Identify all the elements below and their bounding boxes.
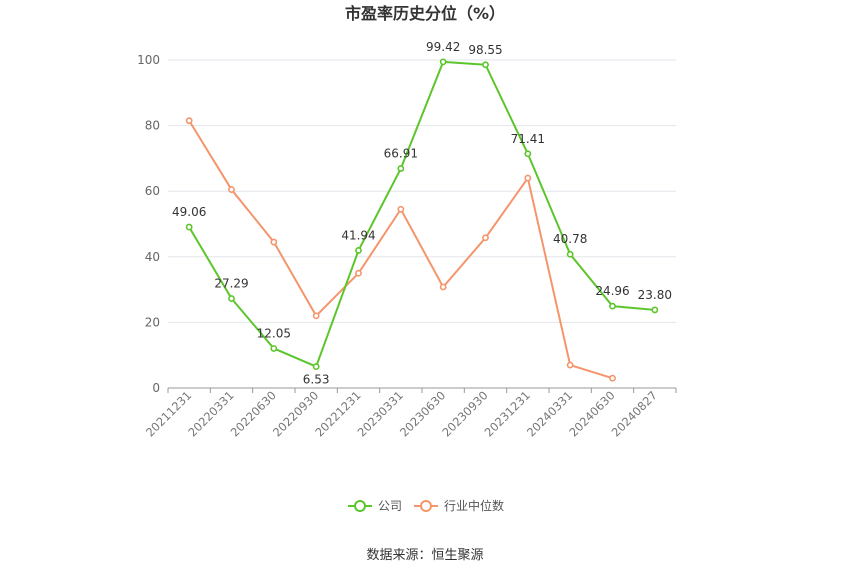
data-point	[566, 250, 574, 258]
y-tick-label: 20	[145, 315, 160, 329]
data-point	[185, 117, 193, 125]
axes: 0204060801002021123120220331202206302022…	[137, 53, 677, 440]
data-label: 24.96	[595, 284, 629, 298]
data-labels: 49.06 27.29 12.05 6.53 41.94 66.91 99.42 98.55 7…	[172, 40, 672, 387]
data-point	[185, 223, 193, 231]
legend-marker-0[interactable]	[354, 500, 366, 512]
data-point	[355, 247, 362, 254]
data-label: 27.29	[214, 276, 248, 290]
data-point	[482, 234, 489, 242]
chart-title: 市盈率历史分位（%）	[345, 4, 505, 23]
series-layer	[185, 58, 659, 382]
data-label: 49.06	[172, 205, 206, 219]
data-label: 99.42	[426, 40, 460, 54]
data-label: 98.55	[468, 43, 502, 57]
grid	[168, 59, 676, 323]
data-label: 71.41	[511, 132, 545, 146]
data-point	[439, 283, 447, 291]
data-label: 23.80	[638, 288, 672, 302]
data-label: 40.78	[553, 232, 587, 246]
series-line-0	[188, 60, 655, 368]
y-tick-label: 80	[145, 119, 160, 133]
data-point	[228, 186, 235, 193]
source-note: 数据来源：恒生聚源	[366, 548, 483, 563]
data-point	[524, 174, 532, 182]
data-label: 66.91	[384, 147, 418, 161]
legend-label-0[interactable]: 公司	[378, 499, 402, 513]
data-label: 6.53	[303, 373, 330, 387]
legend-label-1[interactable]: 行业中位数	[444, 498, 504, 513]
data-point	[312, 363, 320, 370]
y-tick-label: 40	[145, 250, 160, 264]
data-label: 41.94	[341, 228, 375, 242]
x-tick-label: 20240827	[609, 388, 660, 439]
legend[interactable]: 公司 行业中位数	[348, 498, 504, 513]
data-label: 12.05	[257, 326, 291, 340]
y-tick-label: 100	[137, 53, 160, 67]
data-point	[566, 361, 574, 369]
data-point	[270, 238, 278, 246]
legend-marker-1[interactable]	[420, 500, 432, 512]
data-point	[609, 374, 616, 382]
data-point	[524, 150, 532, 158]
data-point	[312, 312, 320, 320]
y-tick-label: 0	[152, 381, 160, 395]
data-point	[270, 345, 278, 352]
data-point	[651, 306, 659, 314]
data-point	[609, 302, 616, 310]
data-point	[439, 58, 447, 66]
y-tick-label: 60	[145, 184, 160, 198]
data-point	[228, 295, 235, 302]
data-point	[482, 61, 489, 69]
data-point	[355, 269, 362, 277]
data-point	[397, 165, 405, 172]
data-point	[397, 205, 405, 213]
